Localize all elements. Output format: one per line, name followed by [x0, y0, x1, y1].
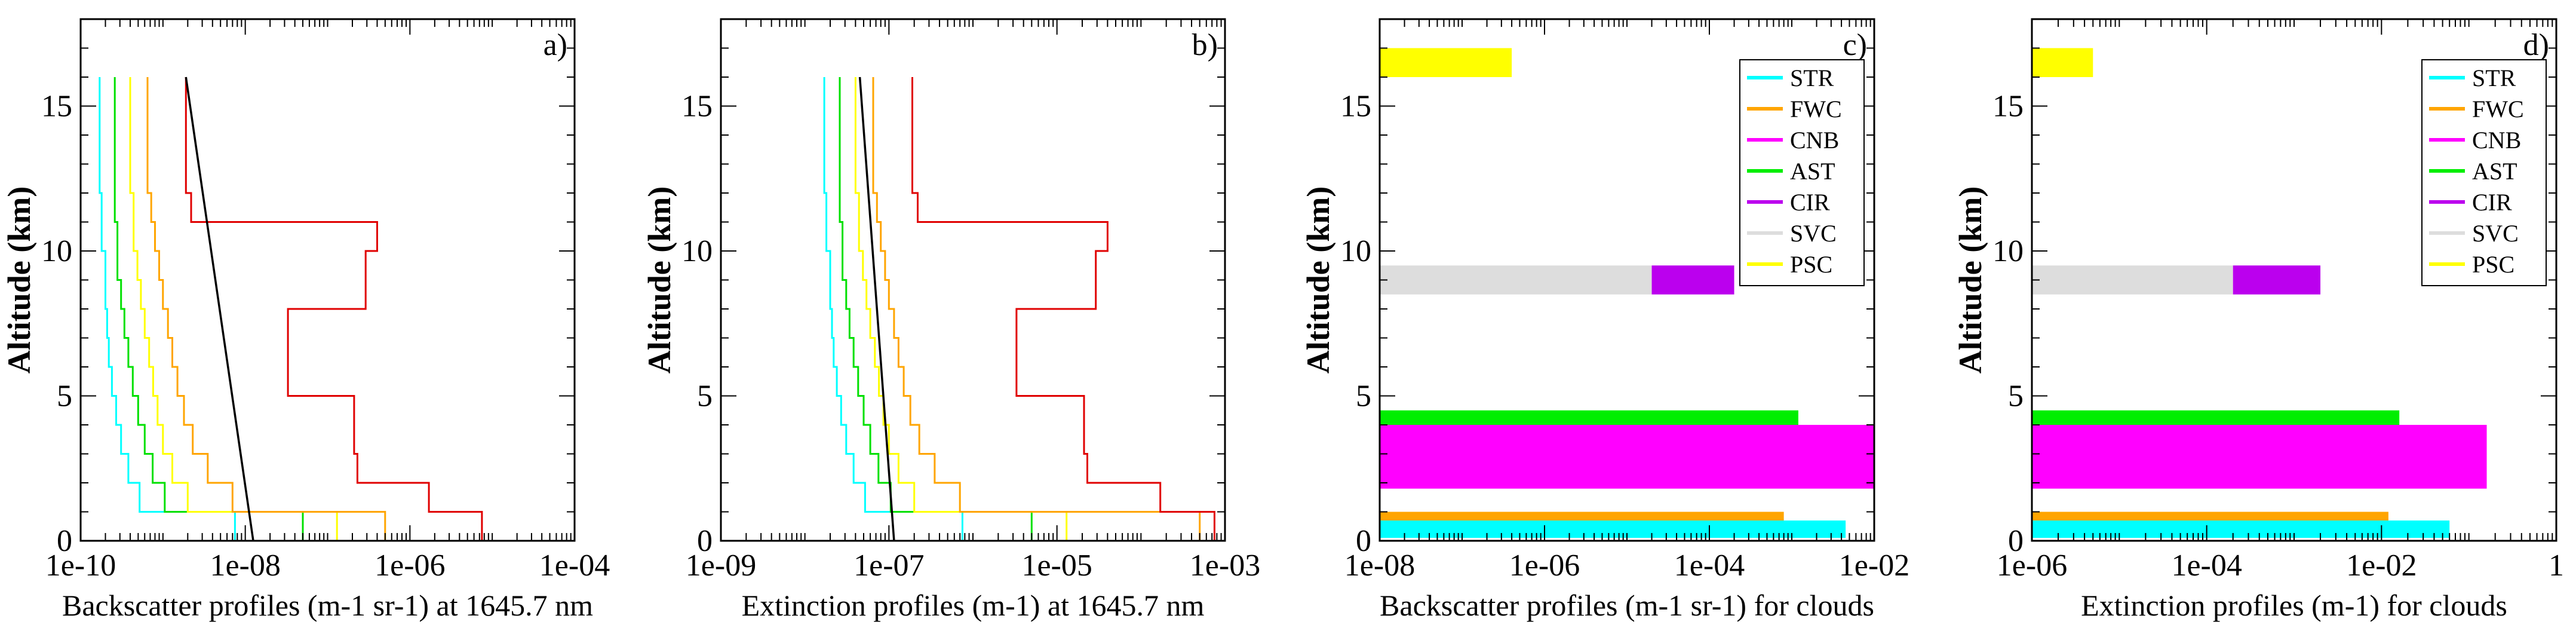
x-tick-label: 1e-04 [539, 549, 610, 583]
x-axis-label: Backscatter profiles (m-1 sr-1) at 1645.… [62, 589, 593, 622]
legend-label-ast: AST [2472, 158, 2517, 185]
bar-svc [2032, 265, 2233, 295]
y-tick-label: 15 [681, 90, 713, 124]
legend-label-fwc: FWC [1790, 96, 1842, 122]
panel-letter: b) [1192, 28, 1218, 62]
x-tick-label: 1e-06 [374, 549, 445, 583]
bar-svc [1380, 265, 1652, 295]
x-tick-label: 1e-08 [1344, 549, 1415, 583]
panel-letter: a) [544, 28, 567, 62]
y-tick-label: 5 [2008, 379, 2024, 414]
legend-label-psc: PSC [2472, 251, 2514, 278]
y-axis-label: Altitude (km) [641, 186, 677, 373]
y-axis-label: Altitude (km) [1300, 186, 1336, 373]
bar-fwc [1380, 512, 1784, 521]
legend-label-cnb: CNB [1790, 127, 1839, 154]
bar-str [2032, 520, 2450, 538]
legend-label-svc: SVC [1790, 220, 1837, 247]
x-tick-label: 1e-06 [1509, 549, 1580, 583]
x-tick-label: 1e-09 [686, 549, 756, 583]
series-line-red-profile [911, 77, 1215, 541]
y-tick-label: 10 [1340, 234, 1371, 268]
y-tick-label: 10 [41, 234, 72, 268]
legend-label-cir: CIR [1790, 189, 1830, 216]
bar-cnb [1380, 425, 1874, 489]
series-line-psc [129, 77, 338, 541]
y-tick-label: 15 [1992, 90, 2024, 124]
x-tick-label: 1e-07 [853, 549, 924, 583]
legend-label-ast: AST [1790, 158, 1835, 185]
bar-psc [1380, 48, 1512, 77]
legend-label-svc: SVC [2472, 220, 2519, 247]
series-line-psc [854, 77, 1068, 541]
plot-frame [720, 18, 1226, 542]
series-line-str [823, 77, 963, 541]
legend: STR FWC CNB AST CIR SVC PSC [2421, 59, 2547, 286]
legend-label-psc: PSC [1790, 251, 1832, 278]
y-tick-label: 15 [41, 90, 72, 124]
y-axis-label: Altitude (km) [1, 186, 37, 373]
bar-cnb [2032, 425, 2487, 489]
x-tick-label: 1e-10 [45, 549, 116, 583]
legend-label-cir: CIR [2472, 189, 2512, 216]
series-line-molecular [858, 76, 895, 541]
y-tick-label: 10 [681, 234, 713, 268]
series-line-molecular [185, 76, 254, 541]
panel-b: 1e-09 1e-07 1e-05 1e-03 0 5 10 15 Extinction pro… [641, 18, 1260, 622]
bar-str [1380, 520, 1846, 538]
x-tick-label: 1 [2549, 549, 2564, 583]
legend-label-str: STR [2472, 65, 2516, 91]
x-tick-label: 1e-04 [1674, 549, 1745, 583]
x-tick-label: 1e-06 [1997, 549, 2067, 583]
y-tick-label: 5 [697, 379, 713, 414]
legend-label-cnb: CNB [2472, 127, 2521, 154]
bar-cir [2233, 265, 2321, 295]
y-tick-label: 10 [1992, 234, 2024, 268]
panel-letter: d) [2523, 28, 2549, 62]
legend-label-fwc: FWC [2472, 96, 2524, 122]
x-axis-label: Extinction profiles (m-1) at 1645.7 nm [742, 589, 1205, 622]
bar-fwc [2032, 512, 2388, 521]
y-tick-label: 0 [2008, 524, 2024, 558]
y-tick-label: 5 [1356, 379, 1371, 414]
legend: STR FWC CNB AST CIR SVC PSC [1739, 59, 1865, 286]
x-tick-label: 1e-04 [2171, 549, 2242, 583]
plot-frame [79, 18, 576, 542]
y-tick-label: 0 [697, 524, 713, 558]
bar-cir [1651, 265, 1734, 295]
legend-label-str: STR [1790, 65, 1834, 91]
panel-letter: c) [1843, 28, 1867, 62]
y-tick-label: 15 [1340, 90, 1371, 124]
x-axis-label: Backscatter profiles (m-1 sr-1) for clou… [1380, 589, 1874, 622]
series-line-red-profile [185, 77, 483, 541]
y-tick-label: 5 [57, 379, 72, 414]
x-tick-label: 1e-02 [1839, 549, 1909, 583]
x-tick-label: 1e-08 [210, 549, 280, 583]
bar-psc [2032, 48, 2093, 77]
x-tick-label: 1e-03 [1190, 549, 1260, 583]
series-line-str [99, 77, 236, 541]
series-line-ast [113, 77, 304, 541]
series-line-fwc [146, 77, 386, 541]
panel-a: 1e-10 1e-08 1e-06 1e-04 0 5 10 15 Backscatter pr… [1, 18, 610, 622]
series-line-fwc [872, 77, 1201, 541]
x-tick-label: 1e-02 [2346, 549, 2417, 583]
y-tick-label: 0 [57, 524, 72, 558]
y-axis-label: Altitude (km) [1952, 186, 1988, 373]
x-tick-label: 1e-05 [1021, 549, 1092, 583]
panel-c: 1e-08 1e-06 1e-04 1e-02 0 5 10 15 Backscatter pr… [1300, 18, 1909, 622]
x-axis-label: Extinction profiles (m-1) for clouds [2081, 589, 2507, 622]
y-tick-label: 0 [1356, 524, 1371, 558]
